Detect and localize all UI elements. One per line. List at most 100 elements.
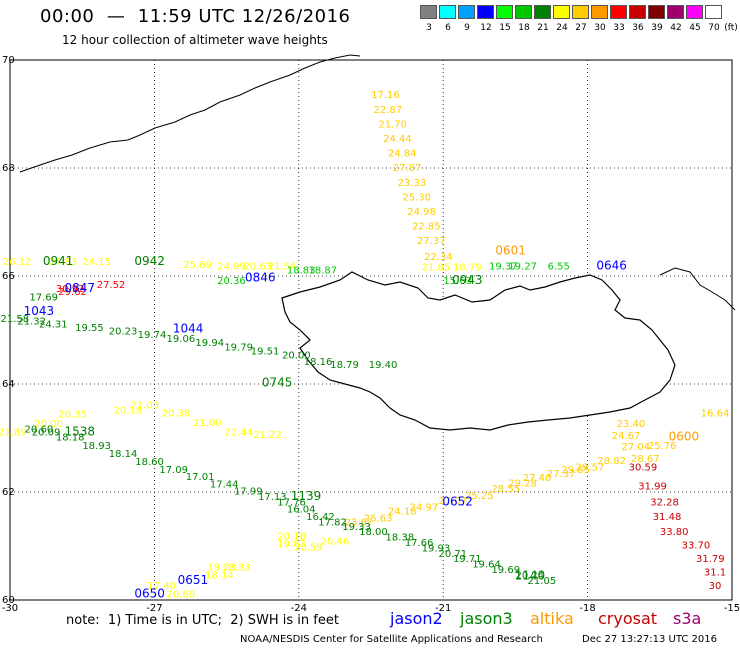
pass-time-label: 1043 [24,304,55,318]
swh-value: 17.76 [277,498,306,509]
lat-tick: 62 [2,487,15,498]
swh-value: 28.55 [491,484,520,495]
swh-value: 28.82 [597,456,626,467]
lat-tick: 68 [2,163,15,174]
swh-value: 26.12 [3,257,32,268]
swh-value: 17.40 [147,581,176,592]
swh-value: 29.85 [561,465,590,476]
swh-value: 17.82 [318,517,347,528]
pass-time-label: 0601 [495,243,526,257]
legend-swatch [496,5,513,19]
swh-value: 15.63 [443,276,472,287]
swh-value: 18.38 [386,533,415,544]
swh-value: 20.18 [114,406,143,417]
swh-value: 20.71 [439,549,468,560]
swh-value: 32.28 [650,498,679,509]
lon-tick: -21 [435,603,451,614]
swh-value: 25.63 [364,514,393,525]
swh-value: 27.07 [439,496,468,507]
legend-value: 15 [499,23,511,33]
legend-swatch [515,5,532,19]
swh-value: 23.33 [398,178,427,189]
generated-timestamp: Dec 27 13:27:13 UTC 2016 [582,634,717,645]
swh-value: 20.00 [34,419,63,430]
swh-value: 22.87 [374,105,403,116]
grid-lines [9,59,733,601]
swh-value: 21.32 [17,317,46,328]
pass-time-label: 0600 [669,430,700,444]
pass-time-label: 1139 [291,489,322,503]
swh-value: 20.35 [58,409,87,420]
iceland-coastline [281,271,676,431]
swh-value: 21.89 [0,427,27,438]
swh-value: 19.69 [491,565,520,576]
legend-value: 33 [613,23,625,33]
lon-tick: -18 [579,603,595,614]
legend-value: 30 [594,23,606,33]
swh-value: 31.48 [653,512,682,523]
swh-value: 20.38 [162,408,191,419]
swh-value: 18.14 [109,449,138,460]
swh-value: 29.28 [508,479,537,490]
lon-tick: -24 [291,603,307,614]
swh-value: 18.14 [205,570,234,581]
swh-value: 25.25 [465,491,494,502]
legend-value: 36 [632,23,644,33]
legend-swatch [667,5,684,19]
swh-value: 19.94 [195,338,224,349]
swh-value: 27.87 [393,163,422,174]
lat-tick: 64 [2,379,15,390]
legend-swatch [477,5,494,19]
swh-value: 19.23 [207,562,236,573]
axis-ticks: -30 -27 -24 -21 -18 -15 70 68 66 64 62 60 [2,55,740,614]
legend-swatch [591,5,608,19]
swh-value: 21.70 [378,120,407,131]
swh-value: 25.76 [648,441,677,452]
swh-value: 16.64 [701,408,730,419]
swh-value: 24.84 [388,149,417,160]
legend-value: 42 [670,23,682,33]
swh-value: 18.16 [304,357,333,368]
swh-value: 33.70 [682,541,711,552]
swh-value: 18.33 [222,562,251,573]
lat-tick: 60 [2,595,15,606]
swh-value: 24.18 [388,507,417,518]
swh-value: 24.99 [217,262,246,273]
swh-value: 20.36 [217,276,246,287]
swh-value: 21.54 [268,262,297,273]
swh-value: 20.60 [167,589,196,600]
swh-value: 27.37 [547,469,576,480]
swh-value: 31.79 [696,554,725,565]
swh-value: 20.23 [109,326,138,337]
swh-value: 17.99 [234,487,263,498]
swh-value: 6.55 [548,262,570,273]
swh-value: 18.87 [309,265,338,276]
swh-value: 30.59 [629,462,658,473]
swh-value: 19.51 [251,346,280,357]
map-subtitle: 12 hour collection of altimeter wave hei… [62,33,328,47]
legend-value: 24 [556,23,568,33]
swh-value: 31.1 [704,568,726,579]
pass-time-label: 0650 [134,586,165,600]
swh-value: 20.46 [321,536,350,547]
coastline [19,54,736,431]
footer-note: note: 1) Time is in UTC; 2) SWH is in fe… [66,613,339,628]
legend-swatch [648,5,665,19]
legend-unit: (ft) [724,23,738,33]
swh-value: 17.01 [186,472,215,483]
legend-value: 39 [651,23,663,33]
greenland-coastline [19,54,361,173]
swh-value: 21.85 [422,263,451,274]
swh-value: 20.24 [516,570,545,581]
swh-value: 25.30 [402,192,431,203]
legend-value: 70 [708,23,720,33]
legend-value: 21 [537,23,549,33]
legend-value: 12 [480,23,492,33]
lon-tick: -15 [724,603,740,614]
pass-time-label: 0847 [65,281,96,295]
swh-value: 19.37 [489,262,518,273]
swh-value: 21.00 [193,418,222,429]
pass-time-label: 1538 [65,424,96,438]
swh-value: 33.80 [660,527,689,538]
swh-value: 27.40 [523,473,552,484]
